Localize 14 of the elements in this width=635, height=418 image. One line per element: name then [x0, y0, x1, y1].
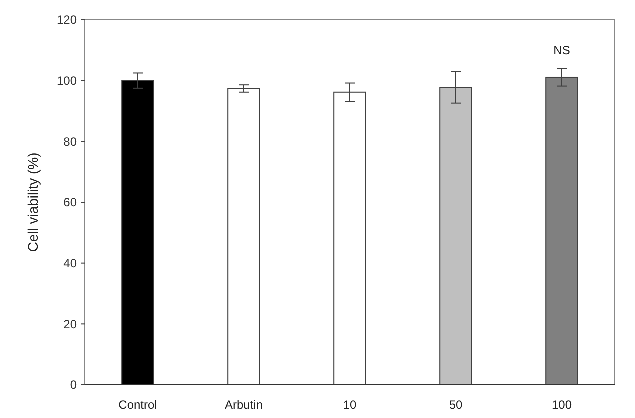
y-tick-label: 0	[70, 378, 78, 392]
y-tick-label: 20	[64, 317, 78, 332]
y-tick-label: 80	[64, 134, 78, 149]
y-tick-label: 120	[56, 13, 78, 28]
y-axis-title: Cell viability (%)	[25, 152, 41, 252]
x-tick-label: 50	[449, 398, 463, 412]
annotation: NS	[554, 44, 570, 58]
y-tick-label: 40	[64, 256, 78, 271]
y-tick-label: 100	[56, 74, 78, 88]
x-tick-label: Arbutin	[224, 398, 264, 412]
y-tick-label: 60	[64, 196, 78, 210]
x-tick-label: Control	[118, 398, 158, 412]
x-tick-label: 100	[552, 398, 572, 412]
x-tick-label: 10	[343, 398, 357, 412]
